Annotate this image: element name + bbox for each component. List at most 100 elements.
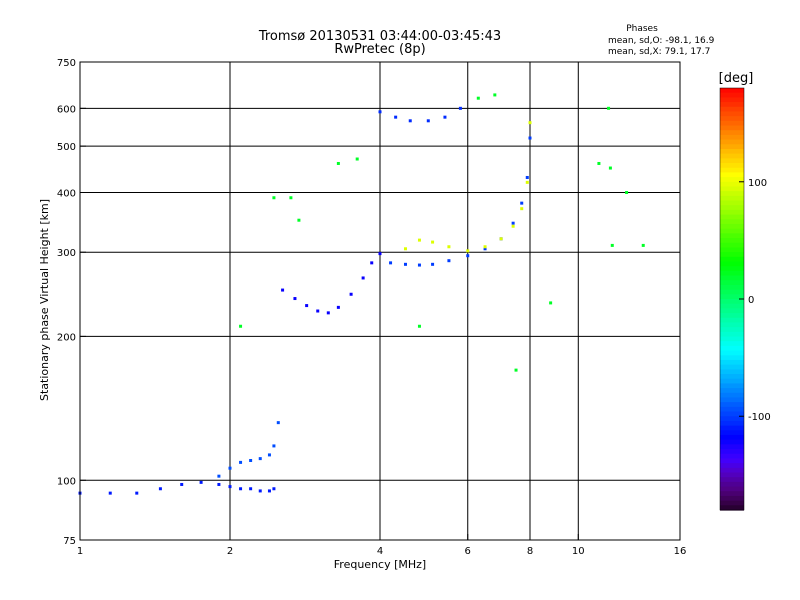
colorbar-segment [720, 200, 744, 206]
y-tick-label: 75 [63, 536, 76, 547]
colorbar-segment [720, 495, 744, 502]
data-point [272, 196, 276, 200]
colorbar-segment [720, 308, 744, 314]
chart-title: Tromsø 20130531 03:44:00-03:45:43 [258, 29, 501, 44]
colorbar-segment [720, 388, 744, 394]
data-point [249, 458, 253, 462]
y-tick-label: 200 [57, 332, 76, 343]
data-point [476, 96, 480, 100]
data-point [258, 457, 262, 461]
colorbar-segment [720, 181, 744, 188]
colorbar-segment [720, 397, 744, 403]
data-point [403, 247, 407, 251]
colorbar-segment [720, 280, 744, 286]
colorbar-segment [720, 130, 744, 136]
colorbar-segment [720, 392, 744, 399]
data-point [297, 218, 301, 222]
colorbar-segment [720, 106, 744, 113]
colorbar-segment [720, 505, 744, 511]
x-tick-label: 16 [674, 546, 687, 557]
colorbar-segment [720, 402, 744, 408]
colorbar-segment [720, 299, 744, 305]
data-point [525, 180, 529, 184]
data-point [389, 261, 393, 265]
colorbar-segment [720, 486, 744, 492]
colorbar-segment [720, 209, 744, 216]
colorbar-tick-label: 100 [748, 178, 767, 189]
colorbar-segment [720, 317, 744, 324]
colorbar-segment [720, 453, 744, 460]
colorbar-segment [720, 275, 744, 281]
data-point [608, 166, 612, 170]
data-point [403, 262, 407, 266]
data-point [305, 304, 309, 308]
data-point [361, 276, 365, 280]
data-point [499, 237, 503, 241]
colorbar-segment [720, 102, 744, 108]
data-point [199, 480, 203, 484]
data-point [272, 444, 276, 448]
data-point [289, 196, 293, 200]
colorbar-tick-label: 0 [748, 295, 754, 306]
colorbar-segment [720, 439, 744, 445]
colorbar-segment [720, 289, 744, 295]
data-point [394, 115, 398, 119]
colorbar-segment [720, 284, 744, 291]
plot-area: 1 2 4 6 8 10 16 75 100 200 300 400 500 600 750 [57, 58, 686, 557]
colorbar-segment [720, 303, 744, 309]
data-point [239, 460, 243, 464]
data-point [326, 311, 330, 315]
data-point [158, 487, 162, 491]
colorbar-segment [720, 228, 744, 234]
colorbar-segment [720, 116, 744, 122]
y-axis-label: Stationary phase Virtual Height [km] [38, 199, 51, 401]
colorbar-segment [720, 477, 744, 483]
data-point [180, 482, 184, 486]
colorbar-segment [720, 322, 744, 328]
colorbar-segment [720, 406, 744, 413]
stats-o-line: mean, sd,O: -98.1, 16.9 [608, 36, 715, 46]
colorbar-segment [720, 341, 744, 347]
colorbar-segment [720, 167, 744, 173]
colorbar-segment [720, 383, 744, 389]
colorbar-label: [deg] [719, 71, 754, 86]
colorbar-segment [720, 434, 744, 441]
data-point [483, 247, 487, 251]
colorbar-segment [720, 134, 744, 141]
data-point [466, 254, 470, 258]
data-point [549, 301, 553, 305]
colorbar-segment [720, 467, 744, 474]
colorbar-segment [720, 355, 744, 361]
data-point [249, 487, 253, 491]
colorbar-segment [720, 472, 744, 478]
colorbar-segment [720, 247, 744, 253]
x-axis-label: Frequency [MHz] [334, 558, 426, 571]
colorbar-segment [720, 261, 744, 267]
colorbar-segment [720, 350, 744, 356]
colorbar-segment [720, 313, 744, 319]
data-point [528, 136, 532, 140]
colorbar-segment [720, 266, 744, 272]
colorbar-segment [720, 481, 744, 488]
data-point [355, 157, 359, 161]
data-point [228, 466, 232, 470]
chart-subtitle: RwPretec (8p) [334, 42, 425, 57]
colorbar-segment [720, 458, 744, 464]
colorbar-segment [720, 336, 744, 342]
stats-x-line: mean, sd,X: 79.1, 17.7 [608, 47, 710, 57]
data-point [228, 485, 232, 489]
colorbar-segment [720, 144, 744, 150]
data-point [511, 224, 515, 228]
y-tick-label: 300 [57, 248, 76, 259]
colorbar-segment [720, 449, 744, 455]
colorbar-segment [720, 233, 744, 239]
data-point [525, 175, 529, 179]
colorbar-segment [720, 153, 744, 159]
colorbar-segment [720, 345, 744, 352]
data-point [336, 305, 340, 309]
data-point [276, 421, 280, 425]
data-point [417, 238, 421, 242]
colorbar-segment [720, 252, 744, 258]
colorbar-segment [720, 327, 744, 333]
